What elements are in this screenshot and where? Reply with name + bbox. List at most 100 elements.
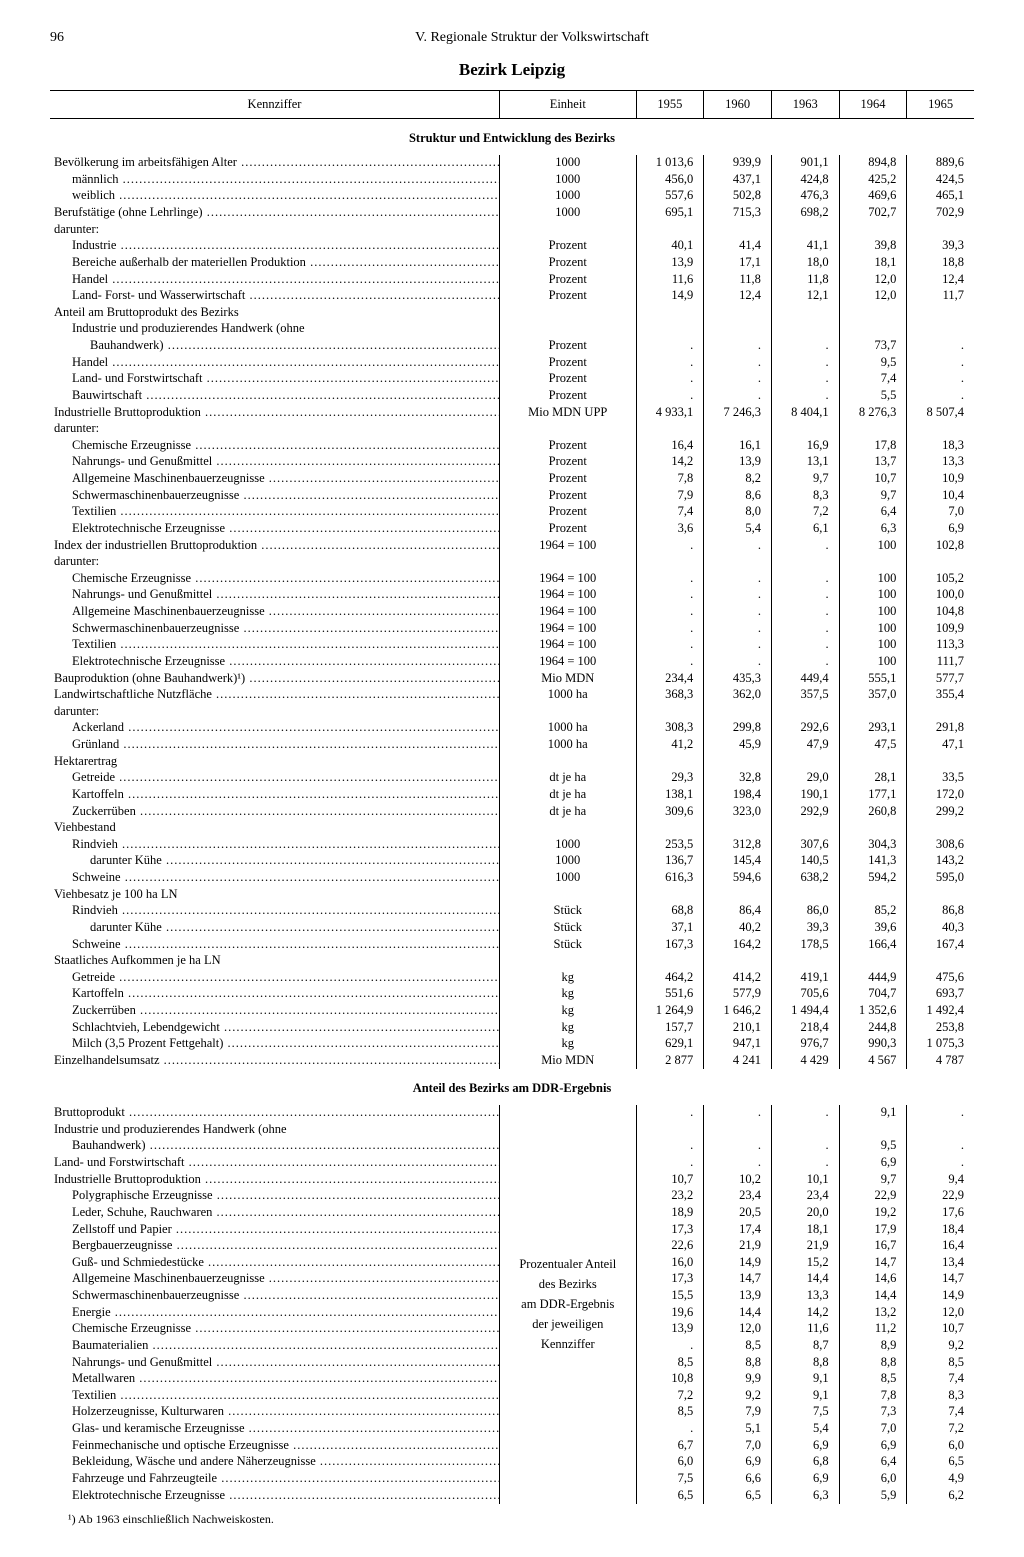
- row-value: .: [636, 587, 704, 604]
- row-label: Allgemeine Maschinenbauerzeugnisse: [50, 1271, 500, 1288]
- row-value: .: [771, 371, 839, 388]
- row-value: [704, 886, 772, 903]
- row-label: Baumaterialien: [50, 1337, 500, 1354]
- row-value: 1 075,3: [907, 1036, 974, 1053]
- row-value: 901,1: [771, 155, 839, 172]
- row-value: 357,0: [839, 687, 907, 704]
- row-value: 40,2: [704, 919, 772, 936]
- row-value: 419,1: [771, 969, 839, 986]
- table-row: Textilien1964 = 100...100113,3: [50, 637, 974, 654]
- row-value: 10,4: [907, 487, 974, 504]
- row-label: Bauwirtschaft: [50, 387, 500, 404]
- row-label: Elektrotechnische Erzeugnisse: [50, 520, 500, 537]
- row-value: 9,7: [839, 487, 907, 504]
- row-value: 29,3: [636, 770, 704, 787]
- row-label: Rindvieh: [50, 903, 500, 920]
- row-label: Kartoffeln: [50, 786, 500, 803]
- row-value: 1 264,9: [636, 1003, 704, 1020]
- row-value: 7,4: [907, 1404, 974, 1421]
- row-value: .: [907, 1138, 974, 1155]
- row-value: .: [907, 371, 974, 388]
- row-value: 8,5: [907, 1354, 974, 1371]
- row-value: 293,1: [839, 720, 907, 737]
- row-value: 3,6: [636, 520, 704, 537]
- page-number: 96: [50, 30, 90, 46]
- row-value: [839, 753, 907, 770]
- row-label: Chemische Erzeugnisse: [50, 570, 500, 587]
- row-unit: [500, 321, 637, 338]
- row-value: 12,4: [704, 288, 772, 305]
- row-value: 8,8: [771, 1354, 839, 1371]
- row-value: 14,2: [771, 1304, 839, 1321]
- row-value: .: [771, 637, 839, 654]
- row-value: 136,7: [636, 853, 704, 870]
- row-value: 11,2: [839, 1321, 907, 1338]
- row-value: .: [704, 620, 772, 637]
- table-row: Viehbesatz je 100 ha LN: [50, 886, 974, 903]
- row-value: 9,5: [839, 1138, 907, 1155]
- row-value: 449,4: [771, 670, 839, 687]
- row-value: 8,2: [704, 471, 772, 488]
- row-value: 1 492,4: [907, 1003, 974, 1020]
- row-value: 14,9: [907, 1288, 974, 1305]
- row-value: .: [907, 338, 974, 355]
- row-label: Kartoffeln: [50, 986, 500, 1003]
- row-value: 22,9: [839, 1188, 907, 1205]
- row-value: 4 241: [704, 1052, 772, 1069]
- row-value: 17,3: [636, 1221, 704, 1238]
- row-value: 8,5: [839, 1371, 907, 1388]
- table-row: Getreidedt je ha29,332,829,028,133,5: [50, 770, 974, 787]
- row-value: 68,8: [636, 903, 704, 920]
- table-row: darunter Kühe1000136,7145,4140,5141,3143…: [50, 853, 974, 870]
- row-value: .: [636, 354, 704, 371]
- row-value: 23,4: [771, 1188, 839, 1205]
- row-value: 437,1: [704, 171, 772, 188]
- row-value: 11,8: [771, 271, 839, 288]
- row-unit: 1000: [500, 836, 637, 853]
- row-value: .: [907, 1155, 974, 1172]
- row-value: 13,1: [771, 454, 839, 471]
- row-value: 8,7: [771, 1337, 839, 1354]
- row-value: 143,2: [907, 853, 974, 870]
- row-unit: kg: [500, 986, 637, 1003]
- row-value: 595,0: [907, 870, 974, 887]
- row-label: Bauhandwerk): [50, 338, 500, 355]
- row-value: 244,8: [839, 1019, 907, 1036]
- row-unit: [500, 421, 637, 438]
- row-value: [907, 753, 974, 770]
- row-value: 6,0: [636, 1454, 704, 1471]
- row-label: Schlachtvieh, Lebendgewicht: [50, 1019, 500, 1036]
- row-unit: kg: [500, 1036, 637, 1053]
- row-value: 145,4: [704, 853, 772, 870]
- row-value: 14,2: [636, 454, 704, 471]
- table-row: Chemische ErzeugnisseProzent16,416,116,9…: [50, 437, 974, 454]
- row-value: 299,2: [907, 803, 974, 820]
- row-value: 23,4: [704, 1188, 772, 1205]
- row-label: Feinmechanische und optische Erzeugnisse: [50, 1437, 500, 1454]
- row-value: 6,5: [636, 1487, 704, 1504]
- row-value: 5,4: [704, 520, 772, 537]
- table-row: Berufstätige (ohne Lehrlinge)1000695,171…: [50, 205, 974, 222]
- row-value: .: [704, 1138, 772, 1155]
- row-value: 629,1: [636, 1036, 704, 1053]
- row-value: [636, 820, 704, 837]
- row-value: [771, 820, 839, 837]
- row-value: 13,3: [907, 454, 974, 471]
- row-value: [704, 304, 772, 321]
- row-value: .: [704, 338, 772, 355]
- row-value: 11,6: [771, 1321, 839, 1338]
- row-value: 17,3: [636, 1271, 704, 1288]
- row-value: [636, 554, 704, 571]
- row-label: Nahrungs- und Genußmittel: [50, 1354, 500, 1371]
- row-value: 39,3: [907, 238, 974, 255]
- row-label: Land- und Forstwirtschaft: [50, 371, 500, 388]
- row-label: Zuckerrüben: [50, 1003, 500, 1020]
- col-kennziffer: Kennziffer: [50, 91, 500, 119]
- row-value: 86,8: [907, 903, 974, 920]
- row-unit: 1964 = 100: [500, 570, 637, 587]
- row-value: [907, 554, 974, 571]
- row-label: Schwermaschinenbauerzeugnisse: [50, 620, 500, 637]
- row-unit: Prozent: [500, 471, 637, 488]
- row-unit: dt je ha: [500, 803, 637, 820]
- row-value: 19,6: [636, 1304, 704, 1321]
